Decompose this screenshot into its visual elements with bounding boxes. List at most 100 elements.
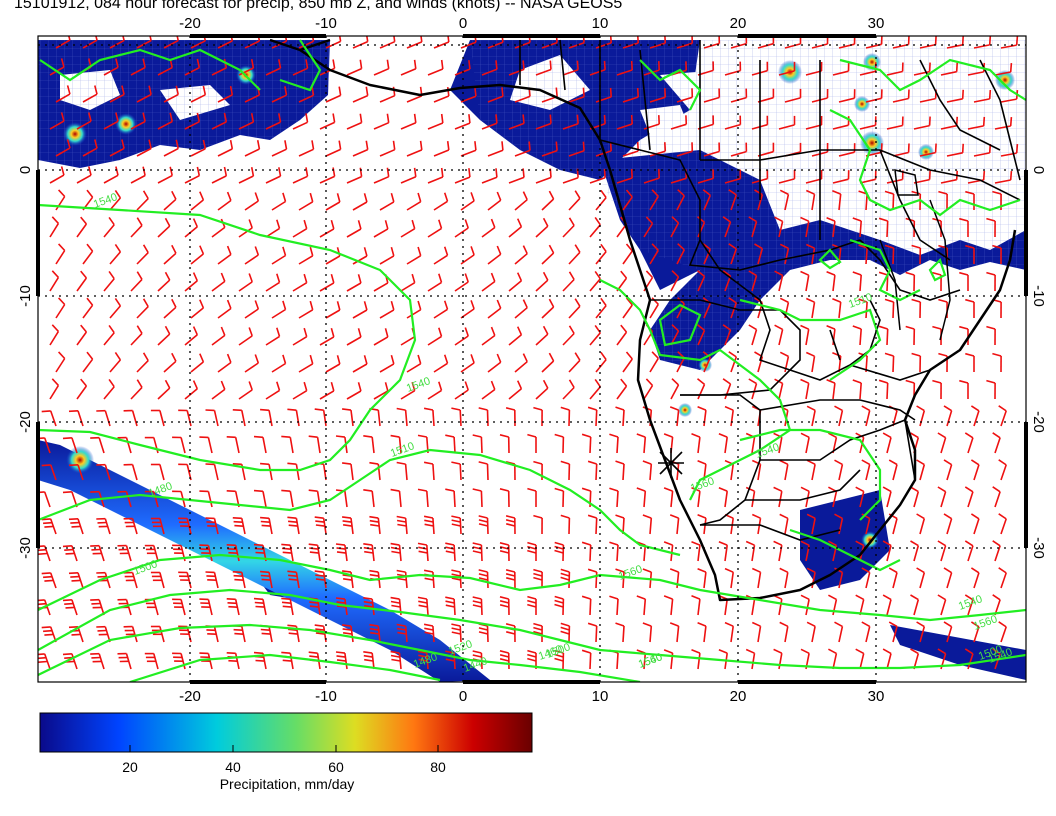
wind-barb-flag [702,189,711,196]
map-frame [36,34,1028,684]
wind-barb [730,464,734,481]
lon-tick-top: 30 [868,15,885,32]
wind-barb-flag [451,627,461,631]
wind-barb [373,121,390,130]
wind-barb [589,278,601,292]
wind-barb-flag [248,327,253,337]
wind-barb [76,223,88,238]
wind-barb [241,410,246,427]
wind-barb-flag [642,622,652,627]
wind-barb [373,228,389,238]
wind-barb-flag [724,567,734,573]
wind-barb [82,250,94,265]
wind-barb-flag [418,546,428,550]
wind-barb-flag [878,271,888,276]
wind-barb [595,305,607,319]
wind-barb-flag [490,218,496,228]
wind-barb [184,120,200,130]
wind-barb-flag [369,461,379,465]
wind-barb-flag [637,36,639,44]
wind-barb-flag [315,578,325,581]
wind-barb-flag [418,604,428,608]
wind-barb-flag [94,85,98,95]
wind-barb-flag [254,300,260,310]
wind-barb [913,70,930,76]
wind-barb [859,124,876,130]
wind-barb-flag [615,406,625,411]
wind-barb [589,386,601,400]
wind-barb-flag [527,433,537,438]
wind-barb-flag [932,379,942,384]
wind-barb-flag [959,325,969,330]
wind-barb-flag [451,577,461,581]
wind-barb-flag [58,189,66,198]
wind-barb-flag [308,651,318,654]
wind-barb-flag [609,595,619,600]
lon-tick-bottom: 20 [730,688,747,705]
wind-barb-flag [722,216,731,223]
wind-barb-flag [779,243,789,250]
wind-barb-flag [309,605,319,608]
wind-barb [784,518,789,535]
wind-barb [268,626,273,643]
wind-barb-flag [992,648,1001,655]
wind-barb [676,96,693,103]
wind-barb [589,177,606,184]
wind-barb [292,390,308,400]
wind-barb-flag [446,141,450,151]
colorbar-label: Precipitation, mm/day [220,776,355,792]
wind-barb-flag [472,604,482,608]
wind-barb-flag [499,600,509,604]
wind-barb-flag [671,324,680,332]
wind-barb [514,307,528,319]
wind-barb [622,409,625,427]
wind-barb-flag [196,112,201,122]
wind-barb-flag [826,271,836,276]
wind-barb-flag [505,515,515,519]
wind-barb-flag [645,270,654,279]
wind-barb [805,383,810,400]
wind-barb-flag [470,354,475,364]
wind-barb-flag [68,464,79,467]
wind-barb-flag [779,297,789,304]
wind-barb [211,226,226,238]
wind-barb-flag [417,246,422,256]
wind-barb [508,388,522,400]
wind-barb-flag [417,596,427,600]
lat-tick-right: -20 [1030,411,1047,433]
wind-barb-flag [855,648,865,655]
wind-barb [622,625,625,643]
wind-barb [352,148,369,157]
wind-barb-flag [576,60,579,70]
wind-barb-flag [548,190,555,200]
wind-barb [460,362,475,373]
wind-barb [649,464,653,481]
wind-barb [213,464,219,481]
wind-barb-flag [728,189,737,196]
wind-barb [77,410,84,427]
wind-barb [157,225,171,238]
wind-barb [643,653,647,670]
wind-barb-flag [779,459,789,466]
wind-barb-flag [645,216,654,225]
wind-barb-flag [226,544,236,547]
wind-barb [562,176,579,184]
wind-barb [622,304,633,319]
wind-barb-flag [669,406,679,411]
wind-barb [730,356,738,373]
wind-barb-flag [438,327,443,337]
left-lat-axis: 0 -10 -20 -30 [17,166,34,559]
wind-barb-flag [916,567,925,574]
wind-barb [136,252,149,265]
wind-barb [886,437,892,454]
wind-barb [43,437,51,454]
wind-barb-flag [445,650,455,654]
wind-barb-flag [474,141,477,151]
wind-barb [49,276,60,292]
wind-barb-flag [363,543,373,546]
wind-barb [622,571,625,589]
wind-barb-flag [472,596,482,600]
wind-barb [535,68,552,76]
wind-barb-flag [330,273,335,284]
wind-barb-flag [722,270,731,277]
